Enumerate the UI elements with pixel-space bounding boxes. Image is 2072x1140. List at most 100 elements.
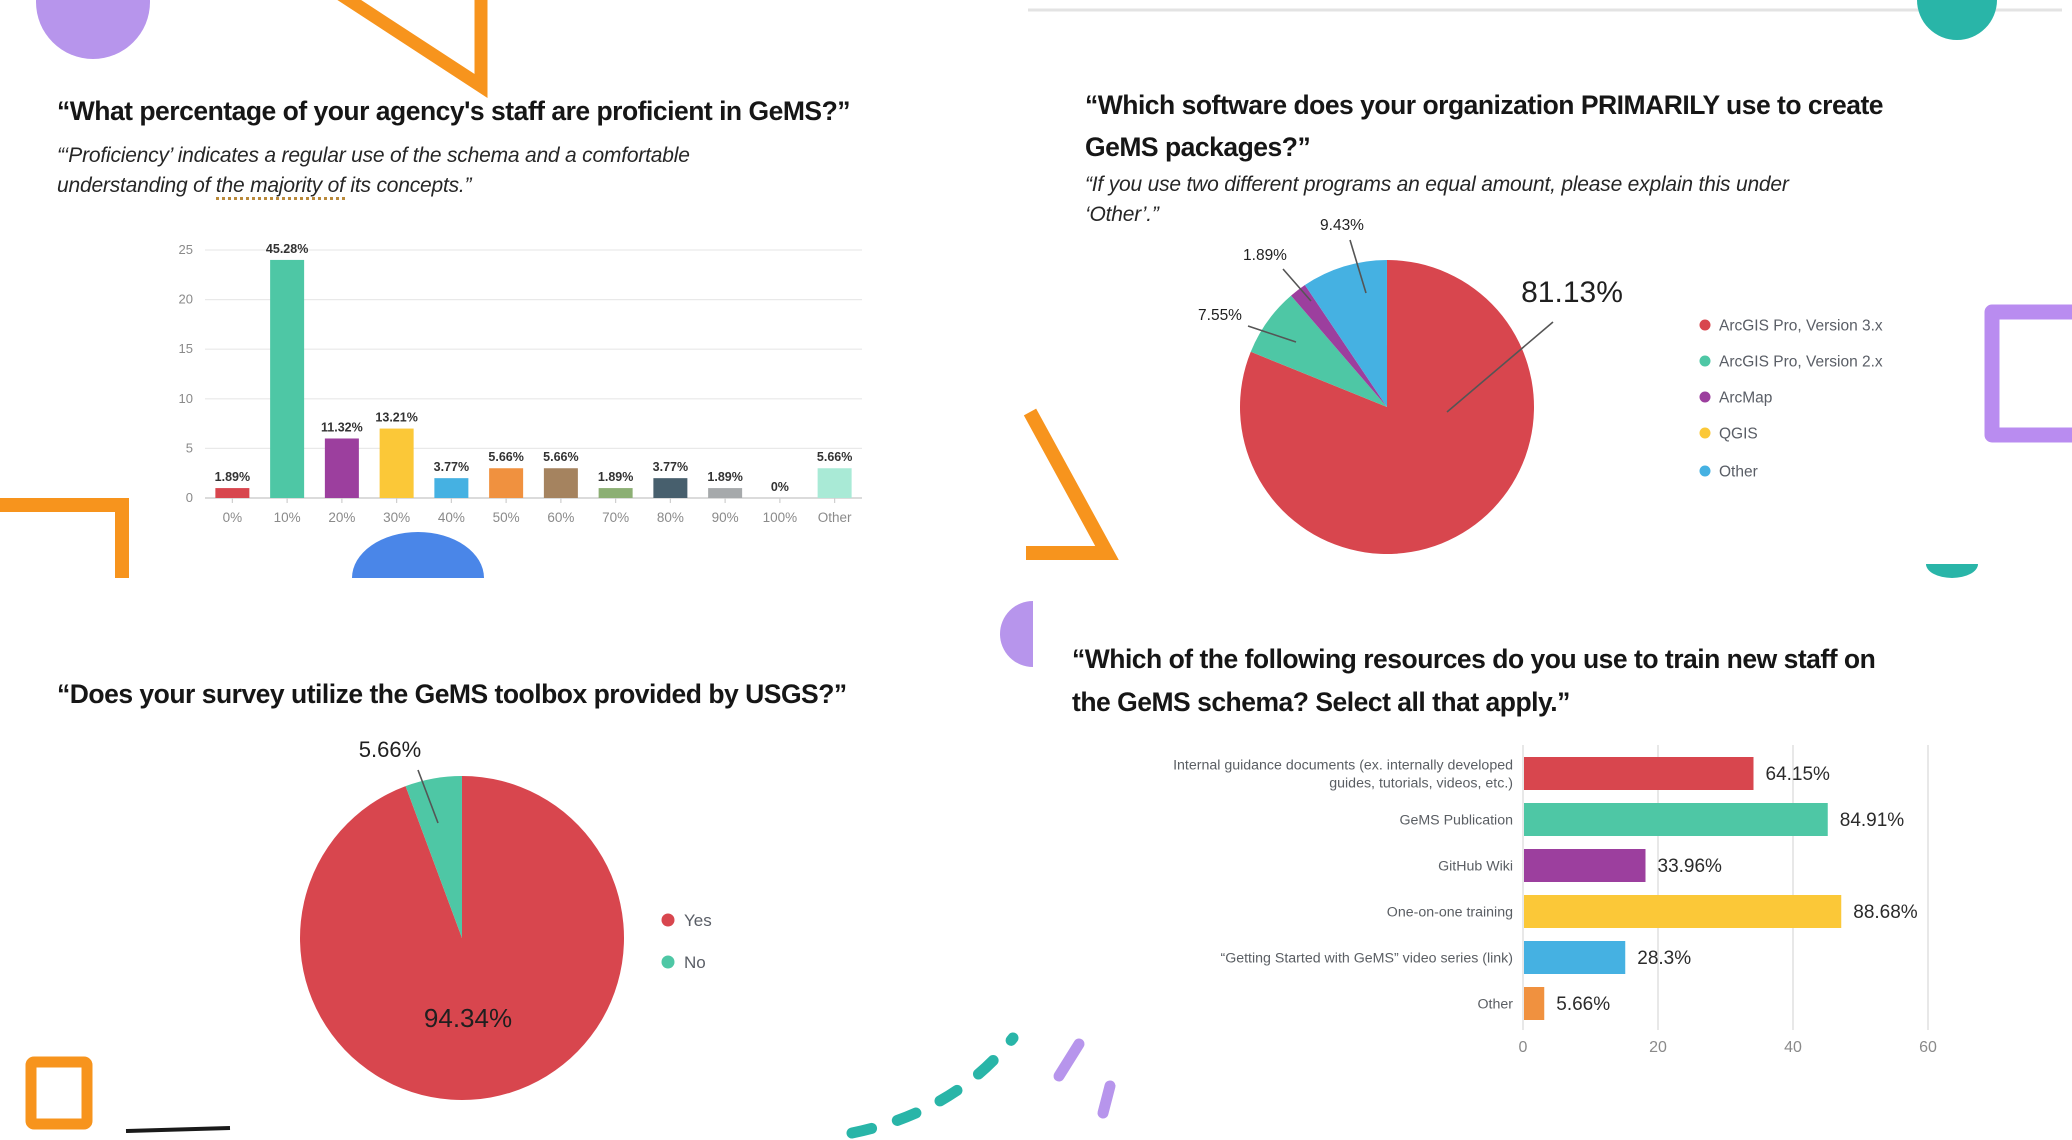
chart-subtitle-primary-software: “If you use two different programs an eq…: [1085, 170, 1789, 230]
bar-value-label: 1.89%: [598, 470, 633, 484]
pie-label-leader: [417, 769, 439, 824]
legend-dot-icon: [1699, 319, 1711, 331]
bar: [1524, 803, 1828, 836]
legend-label: ArcGIS Pro, Version 2.x: [1719, 353, 1883, 370]
x-tick-label: 50%: [493, 510, 520, 525]
y-tick-label: 0: [186, 490, 193, 505]
x-tick-label: 40%: [438, 510, 465, 525]
bar: [270, 259, 305, 498]
chart-title-training-resources: “Which of the following resources do you…: [1072, 638, 1876, 724]
decor-halfcircle-blue-icon: [352, 532, 484, 578]
decor-dash-purple-1-icon: [1053, 1038, 1085, 1082]
chart-title-gems-toolbox: “Does your survey utilize the GeMS toolb…: [57, 673, 847, 715]
bar-value-label: 5.66%: [1556, 994, 1610, 1015]
bar-value-label: 5.66%: [488, 450, 523, 464]
y-tick-label: 10: [179, 391, 193, 406]
bar-value-label: 33.96%: [1658, 856, 1723, 877]
x-tick-label: 70%: [602, 510, 629, 525]
category-label: “Getting Started with GeMS” video series…: [1220, 951, 1513, 967]
y-tick-label: 15: [179, 341, 193, 356]
legend-dot-icon: [1699, 355, 1711, 367]
title-line: the GeMS schema? Select all that apply.”: [1072, 687, 1570, 717]
subtitle-text: “‘Proficiency’ indicates a regular use o…: [57, 144, 690, 167]
decor-chevron-orange-topleft-icon: [337, 0, 488, 99]
title-line: GeMS packages?”: [1085, 132, 1311, 162]
x-tick-label: 40: [1784, 1039, 1802, 1056]
category-label: guides, tutorials, videos, etc.): [1329, 776, 1513, 792]
bar-value-label: 11.32%: [321, 420, 363, 434]
title-line: “Which software does your organization P…: [1085, 90, 1884, 120]
bar-value-label: 3.77%: [434, 460, 469, 474]
pie-slice: [1240, 260, 1535, 554]
spellcheck-underlined-text: the majority of: [215, 174, 345, 200]
decor-line-black-bottomleft: [125, 1126, 231, 1133]
bar-value-label: 5.66%: [543, 450, 578, 464]
x-tick-label: 90%: [712, 510, 739, 525]
bar: [1524, 941, 1626, 974]
decor-dashed-arc-teal-icon: [846, 1032, 1019, 1139]
y-tick-label: 20: [179, 292, 193, 307]
subtitle-line: “‘Proficiency’ indicates a regular use o…: [57, 141, 690, 171]
pie-label-leader: [1349, 239, 1367, 294]
hbar-chart-training-resources: 0 20 40 60 64.15% Internal guidance documents…: [1173, 745, 1937, 1056]
pie-value-label: 1.89%: [1243, 247, 1287, 264]
legend-label: QGIS: [1719, 425, 1758, 442]
decor-dash-purple-2-icon: [1097, 1080, 1116, 1119]
chart-title-staff-proficiency: “What percentage of your agency's staff …: [57, 90, 851, 132]
x-tick-label: 10%: [274, 510, 301, 525]
bar-value-label: 1.89%: [215, 470, 250, 484]
decor-circle-purple-topleft-icon: [36, 0, 150, 59]
bar-value-label: 13.21%: [375, 411, 417, 425]
category-label: Internal guidance documents (ex. interna…: [1173, 758, 1513, 774]
legend-dot-icon: [1699, 391, 1711, 403]
bar-value-label: 88.68%: [1853, 902, 1918, 923]
pie-slice: [1250, 295, 1387, 407]
pie-value-label: 94.34%: [424, 1003, 512, 1033]
legend-label: No: [684, 953, 706, 972]
decor-corner-orange-left-icon: [0, 498, 129, 578]
bar-chart-staff-proficiency: 0 5 10 15 20 25 1.89% 0% 45.28% 10% 11.32% 20% 13.21…: [179, 242, 862, 525]
bar: [653, 478, 688, 498]
pie-value-label: 81.13%: [1521, 276, 1623, 309]
legend-label: ArcMap: [1719, 389, 1772, 406]
subtitle-line: “If you use two different programs an eq…: [1085, 173, 1789, 196]
pie-chart-gems-toolbox: 94.34% 5.66% Yes No: [300, 737, 712, 1100]
x-tick-label: 30%: [383, 510, 410, 525]
y-tick-label: 25: [179, 242, 193, 257]
x-tick-label: 60: [1919, 1039, 1937, 1056]
x-tick-label: 20: [1649, 1039, 1667, 1056]
bar: [1524, 757, 1754, 790]
category-label: GeMS Publication: [1399, 813, 1513, 829]
title-line: “Which of the following resources do you…: [1072, 644, 1876, 674]
bar: [379, 428, 414, 498]
subtitle-text: understanding of: [57, 174, 216, 197]
x-tick-label: Other: [818, 510, 852, 525]
bar: [1524, 849, 1646, 882]
bar: [543, 468, 578, 498]
decor-square-orange-bottomleft-icon: [25, 1056, 93, 1130]
pie-label-leader: [1247, 325, 1297, 343]
pie-slice: [405, 776, 462, 938]
x-tick-label: 0: [1519, 1039, 1528, 1056]
title-line: “What percentage of your agency's staff …: [57, 96, 851, 126]
legend-label: Other: [1719, 463, 1758, 480]
legend-dot-icon: [1699, 427, 1711, 439]
pie-slice: [1304, 260, 1387, 407]
chart-title-primary-software: “Which software does your organization P…: [1085, 84, 1884, 168]
bar: [817, 468, 852, 498]
bar-value-label: 84.91%: [1840, 810, 1905, 831]
decor-bracket-purple-right-icon: [1984, 304, 2072, 443]
legend-label: ArcGIS Pro, Version 3.x: [1719, 317, 1883, 334]
bar-value-label: 5.66%: [817, 450, 852, 464]
y-tick-label: 5: [186, 440, 193, 455]
pie-slice: [1291, 285, 1387, 407]
x-tick-label: 60%: [547, 510, 574, 525]
subtitle-line: ‘Other’.”: [1085, 203, 1159, 226]
pie-value-label: 5.66%: [359, 737, 421, 762]
x-tick-label: 20%: [328, 510, 355, 525]
x-tick-label: 100%: [763, 510, 798, 525]
decor-halfcircle-teal-topright-icon: [1917, 0, 1997, 40]
bar-value-label: 28.3%: [1637, 948, 1691, 969]
